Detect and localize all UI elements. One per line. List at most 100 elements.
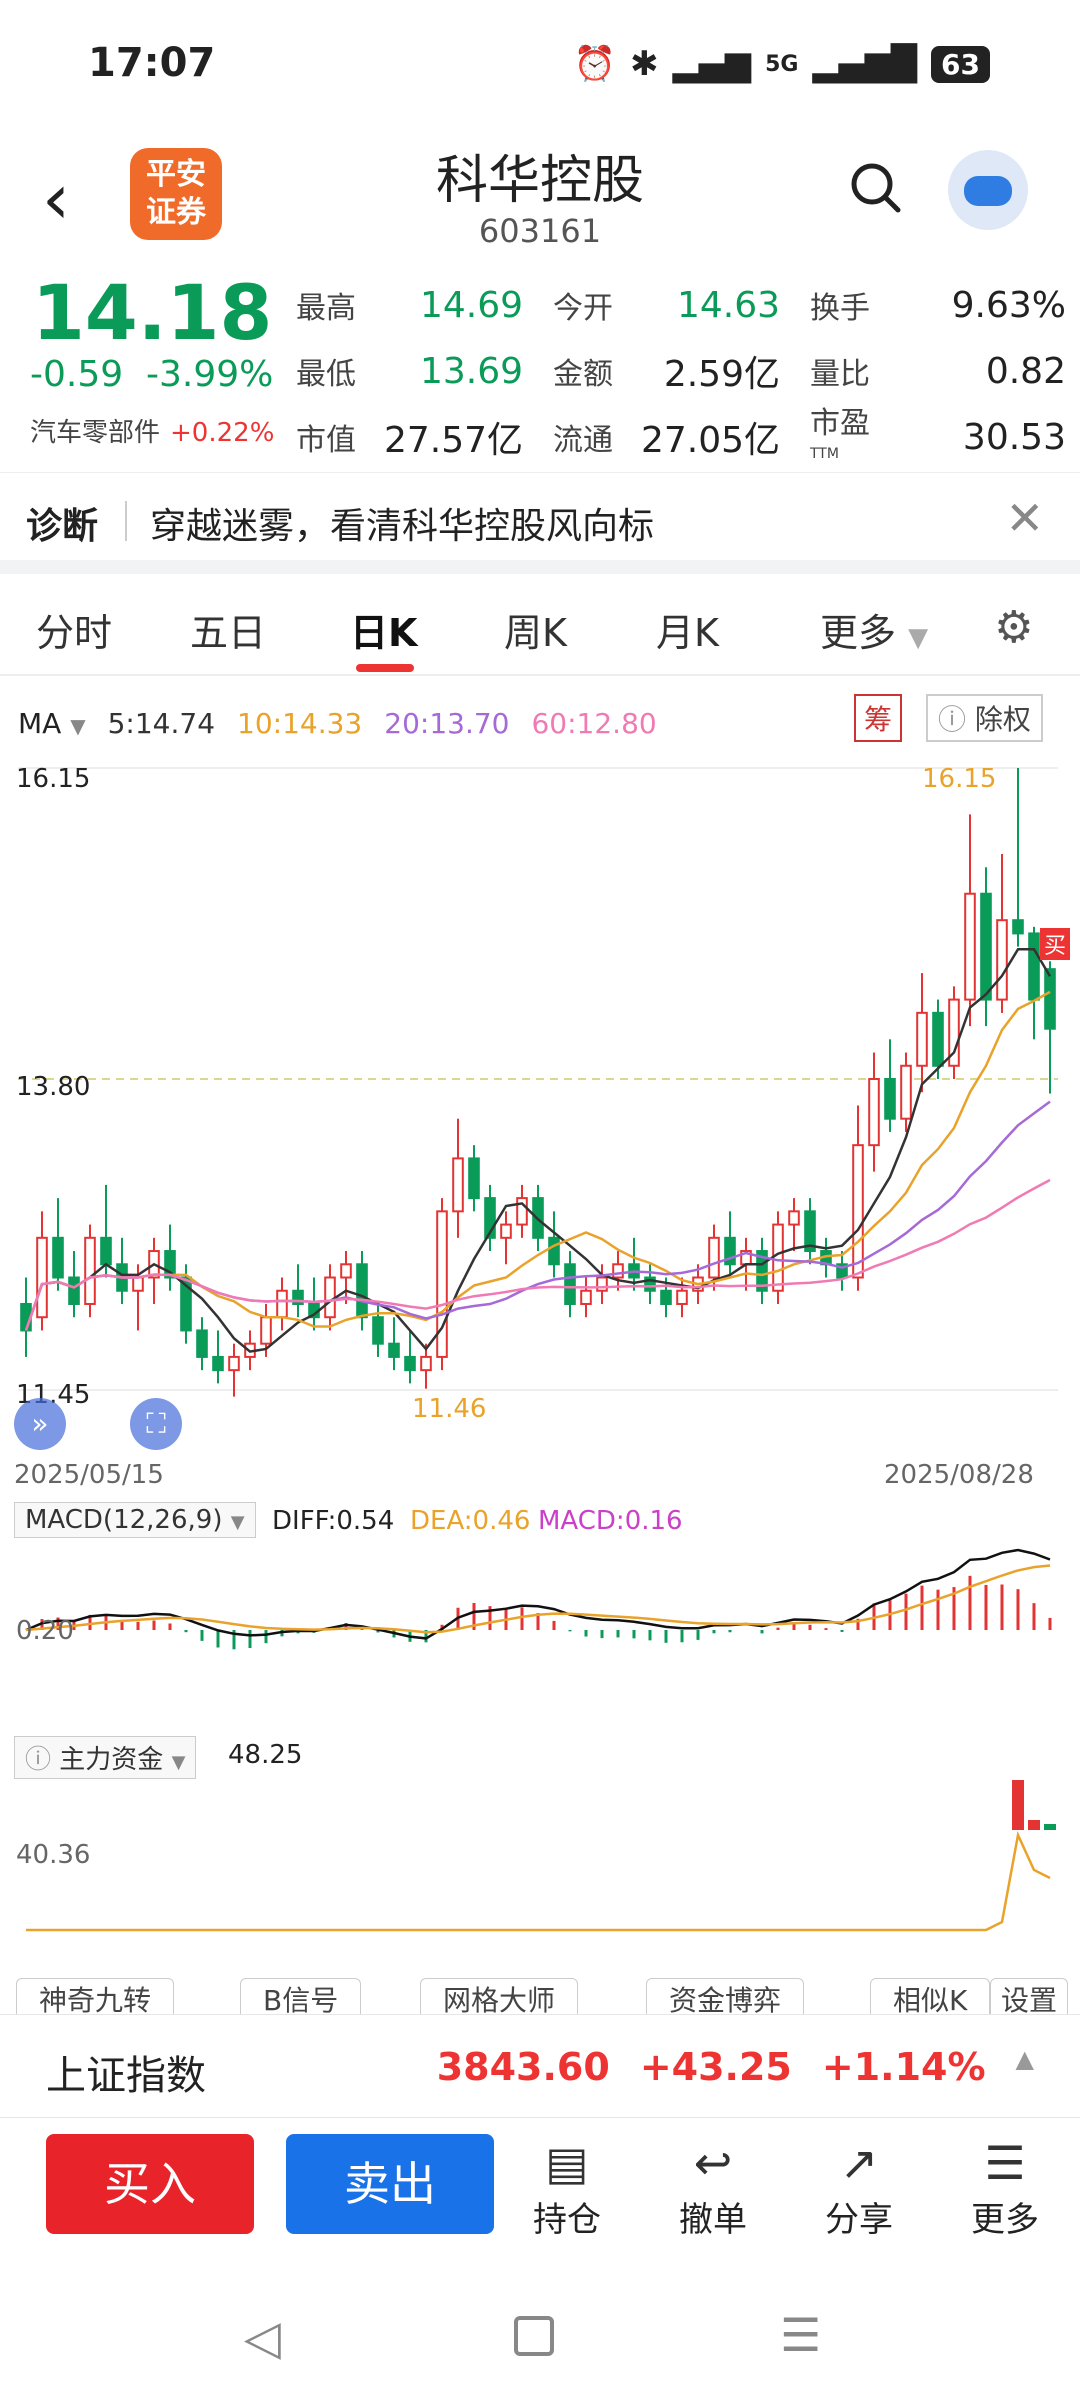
candle-body [788,1210,800,1226]
candle-body [292,1289,304,1305]
pe-ttm-tag: TTM [810,445,839,462]
candle-body [436,1210,448,1358]
candle-body [180,1276,192,1332]
more-button[interactable]: ☰ 更多 [950,2134,1060,2241]
fund-flow-bar [1028,1820,1040,1830]
candle-body [84,1236,96,1305]
assistant-robot-icon[interactable] [948,150,1028,230]
ma5-value: 5:14.74 [107,706,216,740]
candle-body [596,1276,608,1292]
tool-chip-grid-master[interactable]: 网格大师 [420,1978,579,2014]
chart-tabs: 分时 五日 日K 周K 月K 更多 ▼ ⚙ [0,580,1080,676]
close-icon[interactable]: ✕ [1005,491,1044,545]
fullscreen-icon[interactable]: ⛶ [130,1398,182,1450]
sector[interactable]: 汽车零部件 +0.22% [30,412,274,449]
candle-body [884,1078,896,1120]
index-value: 3843.60 [436,2045,610,2089]
system-nav-bar: ◁ ☰ [0,2280,1080,2392]
fund-flow-selector[interactable]: ⓘ 主力资金 ▼ [14,1736,197,1779]
nav-menu-icon[interactable]: ☰ [780,2308,822,2362]
y-axis-high: 16.15 [16,764,91,794]
tool-chip-settings[interactable]: 设置 [990,1978,1069,2014]
candle-body [580,1289,592,1305]
candlestick-chart[interactable] [0,750,1080,2000]
active-tab-indicator [356,664,414,672]
tab-intraday[interactable]: 分时 [36,611,113,655]
alarm-icon: ⏰ [573,44,617,84]
chevron-up-icon[interactable]: ▲ [1015,2045,1034,2073]
ex-rights-button[interactable]: ⓘ 除权 [926,694,1043,742]
fund-flow-bar [1044,1824,1056,1830]
diagnosis-text: 穿越迷雾，看清科华控股风向标 [150,506,655,547]
value-open: 14.63 [676,284,780,326]
macd-diff-line [25,1548,1051,1640]
nav-home-icon[interactable] [514,2316,554,2356]
chevron-down-icon: ▼ [230,1512,245,1533]
battery-icon: 63 [931,45,990,83]
nav-back-icon[interactable]: ◁ [244,2310,281,2366]
tab-monthly-k[interactable]: 月K [656,611,719,655]
candle-body [836,1263,848,1279]
index-name: 上证指数 [46,2053,206,2099]
bluetooth-icon: ✱ [630,44,659,84]
index-change-pct: +1.14% [821,2045,986,2089]
label-market-cap: 市值 [296,423,356,458]
candle-body [324,1276,336,1319]
back-icon[interactable]: ‹ [42,158,70,240]
ma10-value: 10:14.33 [237,706,363,740]
ma5-line [24,948,1052,1353]
macd-selector[interactable]: MACD(12,26,9) ▼ [14,1502,256,1538]
candle-body [916,1011,928,1067]
fund-flow-line [26,1830,1051,1932]
index-ticker[interactable]: 上证指数 3843.60 +43.25 +1.14% ▲ [0,2014,1080,2118]
sell-button[interactable]: 卖出 [286,2134,494,2234]
sector-name: 汽车零部件 [30,418,161,448]
chip-distribution-button[interactable]: 筹 [854,694,903,742]
gear-icon[interactable]: ⚙ [994,602,1034,653]
current-price: 14.18 [32,268,273,357]
candle-body [420,1355,432,1372]
label-low: 最低 [296,357,356,392]
candle-body [564,1263,576,1305]
candle-body [516,1197,528,1226]
sector-change: +0.22% [170,418,275,448]
quote-row: 最低 13.69 金额 2.59亿 量比 0.82 [296,338,1066,404]
search-icon[interactable] [848,160,904,216]
tab-more[interactable]: 更多 ▼ [820,611,929,655]
macd-axis-label: 0.20 [16,1616,74,1646]
chart-area[interactable]: 16.15 13.80 11.45 16.15 11.46 买 2025/05/… [0,750,1080,2000]
candle-body [164,1250,176,1279]
tool-chip-fund-game[interactable]: 资金博弈 [646,1978,805,2014]
candle-body [772,1223,784,1292]
candle-body [468,1157,480,1200]
candle-body [868,1078,880,1147]
tool-chip-b-signal[interactable]: B信号 [240,1978,362,2014]
candle-body [948,998,960,1067]
share-button[interactable]: ↗ 分享 [804,2134,914,2241]
candle-body [260,1316,272,1345]
expand-left-icon[interactable]: » [14,1398,66,1450]
label-pe: 市盈TTM [810,405,870,462]
candle-body [660,1289,672,1305]
tab-five-day[interactable]: 五日 [190,611,267,655]
positions-button[interactable]: ▤ 持仓 [512,2134,622,2241]
tool-chip-magic-nine[interactable]: 神奇九转 [16,1978,175,2014]
buy-button[interactable]: 买入 [46,2134,254,2234]
tool-chip-similar-k[interactable]: 相似K [870,1978,991,2014]
tab-weekly-k[interactable]: 周K [504,611,567,655]
candle-body [36,1236,48,1319]
tab-daily-k[interactable]: 日K [350,611,418,655]
diagnosis-banner[interactable]: 诊断 穿越迷雾，看清科华控股风向标 ✕ [0,472,1080,568]
cancel-order-button[interactable]: ↩ 撤单 [658,2134,768,2241]
candle-body [900,1064,912,1120]
high-price-marker: 16.15 [922,764,997,794]
quote-row: 最高 14.69 今开 14.63 换手 9.63% [296,272,1066,338]
broker-logo[interactable]: 平安 证券 [130,148,222,240]
network-label: 5G [765,51,799,77]
candle-body [132,1276,144,1292]
candle-body [404,1355,416,1372]
ma-selector[interactable]: MA ▼ [18,706,86,740]
info-icon: ⓘ [938,703,967,736]
signal-icon-2: ▂▄▆█ [812,44,918,84]
price-change: -0.59 [30,354,124,395]
